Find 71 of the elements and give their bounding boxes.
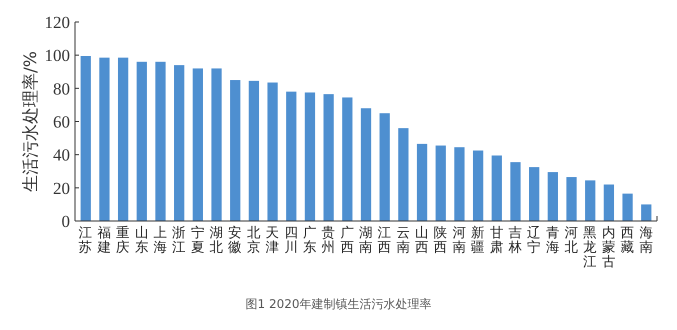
bar	[416, 144, 428, 221]
x-tick-label: 西藏	[620, 225, 635, 256]
bar	[211, 68, 222, 221]
x-tick-label: 四川	[284, 225, 298, 256]
bar	[323, 94, 334, 221]
bar	[529, 167, 540, 221]
x-tick-label: 广西	[340, 225, 354, 256]
x-tick-label: 新疆	[471, 225, 486, 256]
bar	[548, 172, 558, 221]
x-tick-label: 甘肃	[490, 225, 504, 256]
bar	[585, 180, 596, 221]
x-tick-label: 河北	[564, 225, 579, 256]
x-tick-label: 陕西	[434, 225, 448, 256]
x-tick-label: 安徽	[228, 225, 242, 256]
x-tick-label: 江西	[378, 225, 392, 256]
bar	[360, 108, 372, 221]
bar	[472, 150, 484, 221]
bar	[398, 128, 409, 221]
x-tick-label: 山东	[134, 225, 149, 256]
bar	[192, 68, 203, 221]
bar	[80, 56, 91, 221]
x-tick-label: 天津	[266, 225, 280, 256]
x-tick-label: 上海	[153, 225, 168, 256]
bar	[380, 113, 390, 221]
bar	[641, 204, 652, 221]
x-tick-label: 北京	[246, 225, 261, 256]
bar	[510, 162, 521, 221]
bar	[174, 65, 184, 221]
x-tick-label: 吉林	[507, 225, 522, 256]
bar	[566, 177, 577, 221]
x-tick-label: 青海	[546, 225, 560, 256]
x-tick-label: 黑龙江	[583, 225, 598, 270]
x-tick-label: 浙江	[172, 225, 186, 256]
bar	[454, 147, 465, 221]
bar	[304, 92, 316, 221]
x-tick-label: 江苏	[78, 225, 93, 256]
bar	[155, 62, 166, 221]
x-tick-label: 福建	[96, 225, 112, 256]
bar	[136, 62, 147, 221]
bar	[436, 146, 446, 221]
bar	[99, 58, 110, 221]
y-axis-title: 生活污水处理率/%	[21, 51, 41, 192]
bar	[118, 58, 128, 221]
y-tick-label: 60	[53, 112, 70, 132]
bar	[342, 97, 352, 221]
x-tick-label: 云南	[396, 225, 410, 256]
x-tick-label: 广东	[302, 225, 317, 256]
y-tick-label: 40	[53, 146, 70, 165]
x-tick-label: 湖北	[210, 225, 224, 256]
x-tick-label: 宁夏	[190, 225, 205, 256]
text: 图1 2020年建制镇生活污水处理率	[246, 297, 432, 311]
bar	[286, 92, 296, 221]
x-tick-label: 海南	[639, 225, 654, 256]
x-tick-label: 重庆	[116, 225, 130, 256]
y-tick-label: 20	[53, 178, 70, 198]
x-tick-label: 辽宁	[527, 225, 542, 256]
x-tick-label: 山西	[415, 225, 430, 256]
x-tick-label: 湖南	[359, 225, 373, 256]
y-tick-label: 100	[44, 46, 70, 66]
bar	[622, 194, 633, 221]
bar	[248, 80, 260, 221]
bar	[492, 155, 502, 221]
y-tick-label: 120	[44, 12, 70, 32]
x-tick-label: 内蒙古	[602, 225, 616, 270]
bar	[604, 184, 614, 221]
x-tick-label: 贵州	[322, 225, 336, 256]
bar	[267, 82, 278, 221]
y-tick-label: 0	[62, 212, 70, 231]
x-tick-label: 河南	[452, 225, 466, 256]
bar	[230, 80, 240, 221]
y-tick-label: 80	[53, 79, 70, 98]
